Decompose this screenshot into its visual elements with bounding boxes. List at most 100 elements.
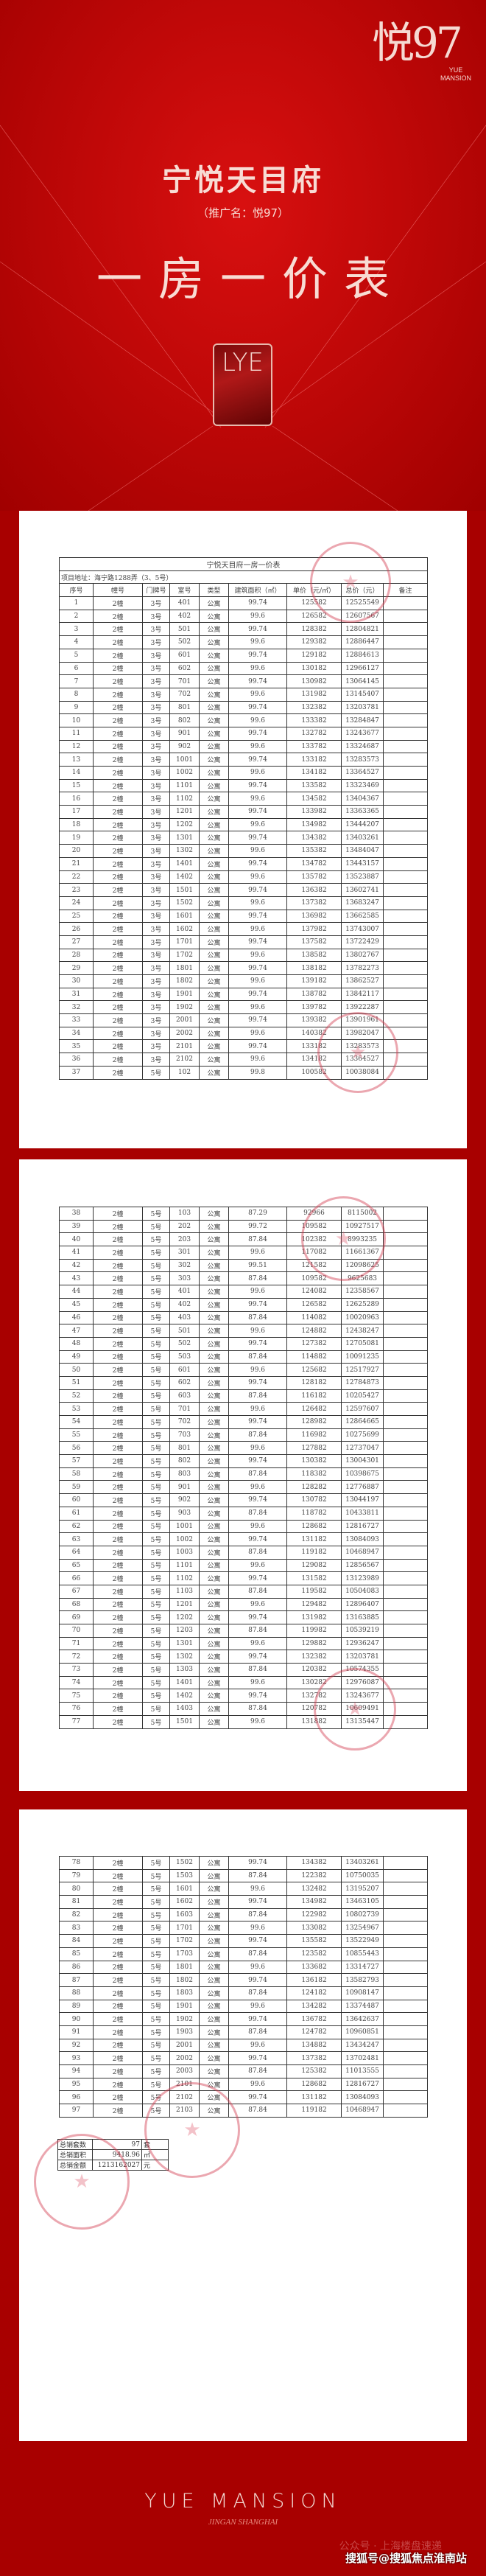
cell-seq: 53	[59, 1402, 94, 1416]
table-row: 56 2幢 5号 801 公寓 99.6 127882 12737047	[59, 1441, 428, 1456]
cell-area: 99.6	[228, 2077, 287, 2092]
cell-total-price: 13522949	[341, 1934, 384, 1948]
cell-building: 2幢	[93, 1610, 143, 1624]
summary-row: 总销套数 97 套	[57, 2139, 169, 2150]
cell-room: 702	[169, 687, 200, 702]
cell-room: 102	[169, 1065, 200, 1080]
cell-unit-price: 137582	[286, 935, 342, 949]
cell-room: 1901	[169, 987, 200, 1002]
cell-type: 公寓	[199, 1480, 229, 1495]
cell-remark	[383, 596, 428, 610]
cell-building: 2幢	[93, 1441, 143, 1456]
cell-type: 公寓	[199, 1363, 229, 1377]
cell-type: 公寓	[199, 1597, 229, 1612]
cell-building: 2幢	[93, 1065, 143, 1080]
cell-room: 401	[169, 596, 200, 610]
table-row: 23 2幢 3号 1501 公寓 99.74 136382 13602741	[59, 883, 428, 897]
cell-type: 公寓	[199, 1960, 229, 1975]
table-row: 84 2幢 5号 1702 公寓 99.74 135582 13522949	[59, 1934, 428, 1948]
column-header-area: 建筑面积（㎡）	[228, 583, 287, 598]
cell-area: 87.84	[228, 1271, 287, 1286]
cell-unit-price: 138782	[286, 987, 342, 1002]
cell-area: 99.6	[228, 2038, 287, 2053]
footer-location: JINGAN SHANGHAI	[208, 2518, 278, 2527]
cell-unit-price: 137382	[286, 2051, 342, 2065]
cell-door: 3号	[142, 831, 170, 845]
cell-seq: 32	[59, 1000, 94, 1015]
cell-seq: 41	[59, 1246, 94, 1260]
cell-remark	[383, 2012, 428, 2026]
cell-building: 2幢	[93, 1053, 143, 1067]
cell-area: 99.74	[228, 674, 287, 688]
cell-total-price: 10038084	[341, 1065, 384, 1080]
cell-building: 2幢	[93, 1454, 143, 1468]
cell-room: 2003	[169, 2064, 200, 2078]
cell-remark	[383, 1895, 428, 1909]
cell-area: 99.6	[228, 687, 287, 702]
cell-seq: 46	[59, 1310, 94, 1325]
cell-door: 5号	[142, 1907, 170, 1922]
table-row: 97 2幢 5号 2103 公寓 87.84 119182 10468947	[59, 2104, 428, 2118]
cell-type: 公寓	[199, 1297, 229, 1312]
cell-area: 99.6	[228, 844, 287, 858]
table-row: 71 2幢 5号 1301 公寓 99.6 129882 12936247	[59, 1636, 428, 1651]
cell-type: 公寓	[199, 831, 229, 845]
cell-remark	[383, 726, 428, 741]
cell-seq: 40	[59, 1232, 94, 1247]
cell-building: 2幢	[93, 1219, 143, 1234]
address-row: 项目地址：海宁路1288弄（3、5号）	[59, 570, 428, 584]
cell-remark	[383, 753, 428, 767]
cell-door: 5号	[142, 1519, 170, 1534]
cell-room: 202	[169, 1219, 200, 1234]
cell-type: 公寓	[199, 1350, 229, 1364]
cell-remark	[383, 1702, 428, 1716]
cell-type: 公寓	[199, 1246, 229, 1260]
cell-building: 2幢	[93, 766, 143, 780]
cell-total-price: 10855443	[341, 1947, 384, 1961]
cell-type: 公寓	[199, 609, 229, 624]
cell-remark	[383, 1415, 428, 1429]
cell-area: 99.6	[228, 1558, 287, 1573]
cell-building: 2幢	[93, 1232, 143, 1247]
cell-area: 99.74	[228, 1571, 287, 1585]
cell-door: 3号	[142, 817, 170, 832]
cell-building: 2幢	[93, 2012, 143, 2026]
table-row: 96 2幢 5号 2102 公寓 99.74 131182 13084093	[59, 2090, 428, 2105]
table-row: 29 2幢 3号 1801 公寓 99.74 138182 13782273	[59, 961, 428, 975]
cell-unit-price: 125382	[286, 2064, 342, 2078]
cell-remark	[383, 1258, 428, 1273]
table-row: 90 2幢 5号 1902 公寓 99.74 136782 13642637	[59, 2012, 428, 2026]
cell-type: 公寓	[199, 1947, 229, 1961]
cell-unit-price: 135582	[286, 1934, 342, 1948]
cell-unit-price: 140382	[286, 1026, 342, 1041]
cell-area: 99.72	[228, 1219, 287, 1234]
cell-type: 公寓	[199, 1882, 229, 1896]
cell-area: 99.6	[228, 635, 287, 649]
cell-building: 2幢	[93, 1026, 143, 1041]
cell-type: 公寓	[199, 1336, 229, 1351]
cell-total-price: 13364527	[341, 766, 384, 780]
cell-seq: 69	[59, 1610, 94, 1624]
cell-building: 2幢	[93, 1624, 143, 1638]
cell-unit-price: 136182	[286, 1973, 342, 1987]
emblem-logo: LYE	[213, 343, 272, 426]
cell-type: 公寓	[199, 1428, 229, 1442]
cell-total-price: 13702481	[341, 2051, 384, 2065]
cell-building: 2幢	[93, 1402, 143, 1416]
cell-seq: 15	[59, 778, 94, 793]
cell-building: 2幢	[93, 1584, 143, 1599]
cell-room: 1501	[169, 1714, 200, 1729]
cell-door: 5号	[142, 2090, 170, 2105]
cell-area: 87.84	[228, 1310, 287, 1325]
cell-room: 602	[169, 661, 200, 676]
cell-building: 2幢	[93, 1285, 143, 1299]
table-row: 59 2幢 5号 901 公寓 99.6 128282 12776887	[59, 1480, 428, 1495]
cell-seq: 95	[59, 2077, 94, 2092]
cell-type: 公寓	[199, 1454, 229, 1468]
cell-remark	[383, 909, 428, 924]
cell-unit-price: 127382	[286, 1336, 342, 1351]
cell-type: 公寓	[199, 596, 229, 610]
cell-remark	[383, 1246, 428, 1260]
cell-door: 5号	[142, 1310, 170, 1325]
cell-room: 2002	[169, 2051, 200, 2065]
